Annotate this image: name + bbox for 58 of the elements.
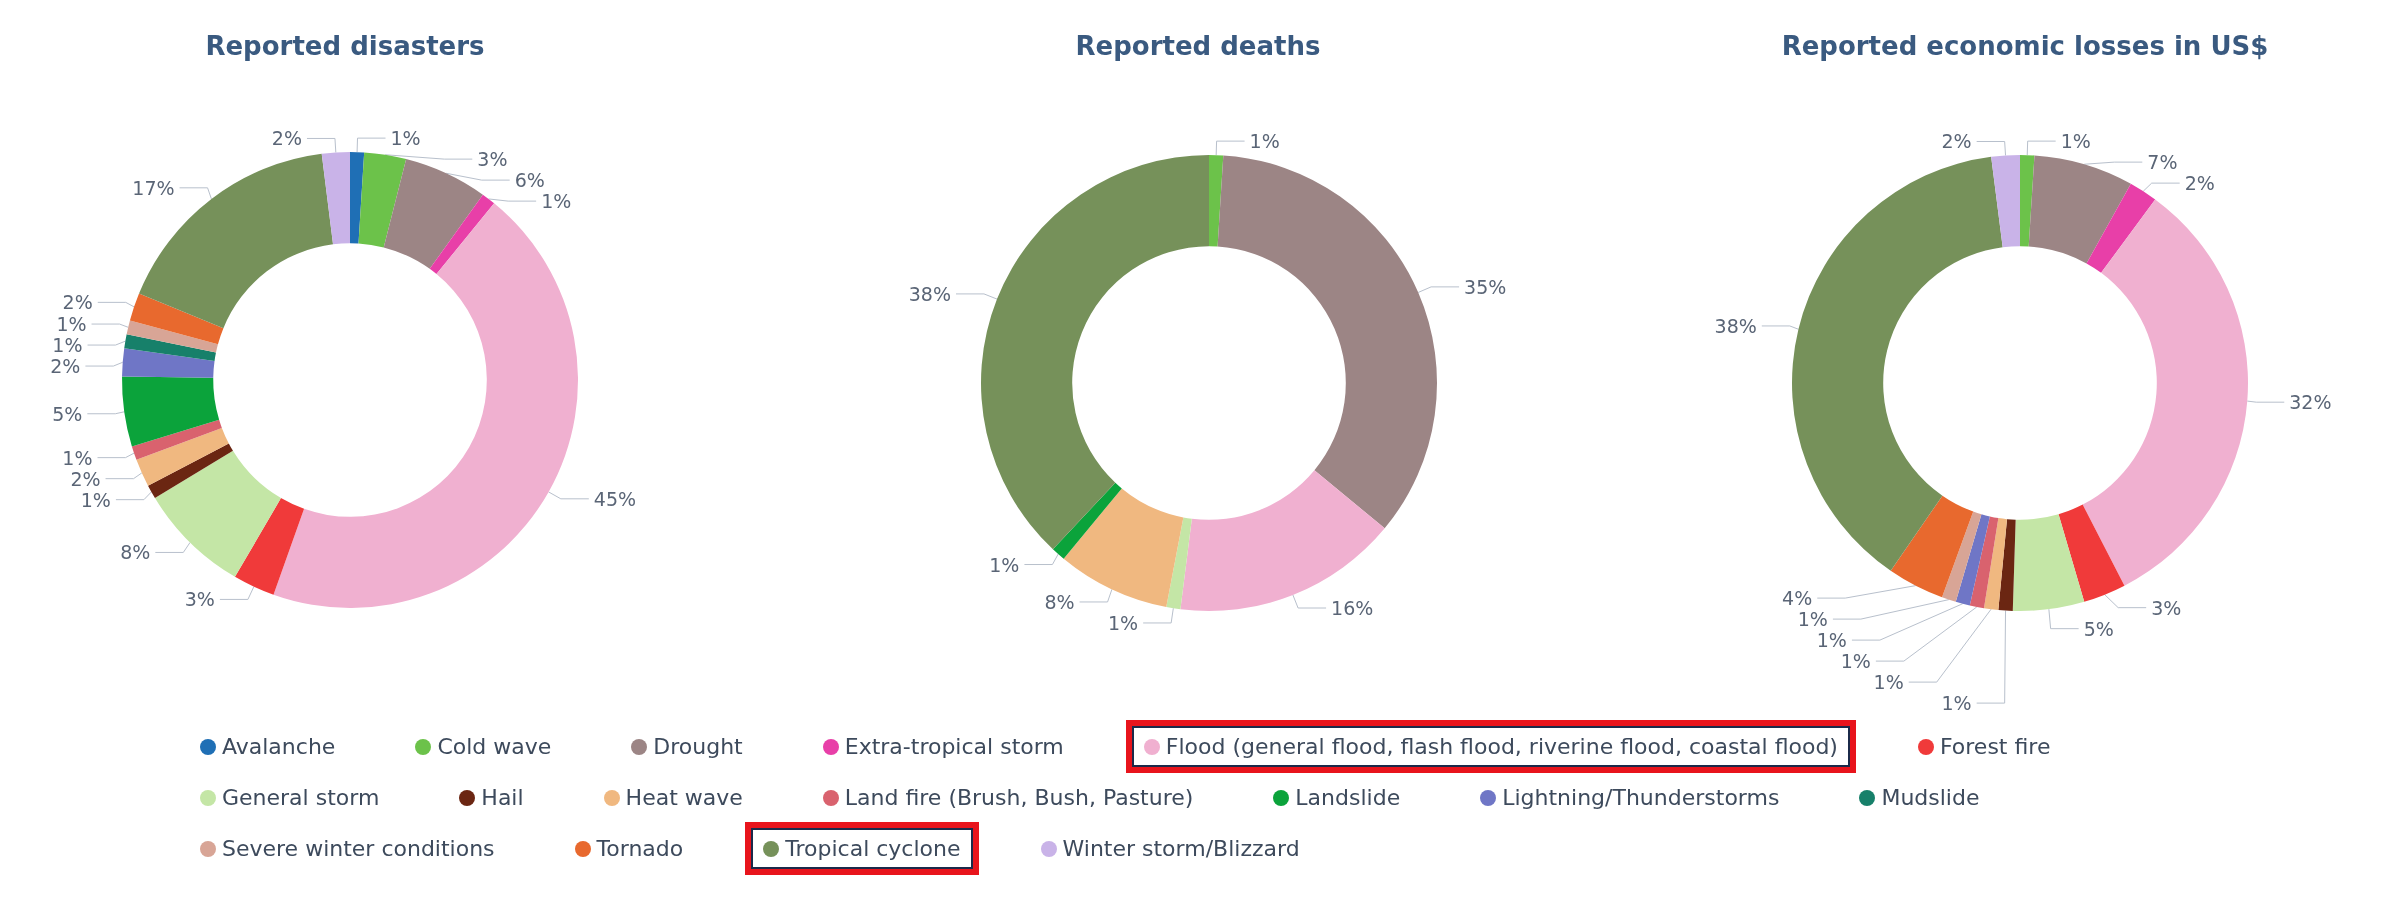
legend-label: Lightning/Thunderstorms (1502, 785, 1780, 810)
slice-label: Reported disasters (205, 31, 485, 61)
legend-label: Cold wave (437, 734, 552, 759)
legend-label: Drought (653, 734, 743, 759)
legend-label: Land fire (Brush, Bush, Pasture) (844, 785, 1194, 810)
legend-label: Mudslide (1881, 785, 1980, 810)
data-label: 3% (184, 588, 215, 611)
data-label: 5% (52, 402, 83, 425)
data-label: 2% (1941, 130, 1972, 153)
data-label: 1% (1107, 611, 1139, 634)
data-label: 16% (1331, 597, 1374, 620)
data-label: 6% (514, 169, 545, 192)
data-label: 7% (2147, 151, 2178, 174)
data-label: 1% (2060, 130, 2091, 153)
data-label: 1% (56, 313, 87, 336)
legend-label: Avalanche (222, 734, 336, 759)
data-label: 2% (70, 467, 101, 490)
data-label: 8% (1044, 590, 1075, 613)
data-label: 1% (989, 553, 1020, 576)
data-label: 1% (80, 488, 111, 511)
legend-label: Forest fire (1939, 734, 2051, 759)
data-label: 1% (1873, 671, 1904, 694)
data-label: 1% (1797, 608, 1828, 631)
data-label: 5% (2083, 617, 2114, 640)
legend-label: Severe winter conditions (222, 836, 495, 861)
legend-label: Tropical cyclone (785, 836, 961, 861)
legend-label: Tornado (596, 836, 684, 861)
data-label: 1% (1941, 692, 1972, 715)
slice-label: Reported economic losses in US$ (1781, 31, 2269, 61)
data-label: 2% (50, 355, 81, 378)
legend-label: Heat wave (625, 785, 743, 810)
slice-label: Reported deaths (1075, 31, 1321, 61)
data-label: 38% (908, 282, 951, 305)
data-label: 2% (2184, 172, 2215, 195)
data-label: 8% (120, 541, 151, 564)
data-label: 1% (52, 334, 83, 357)
data-label: 1% (390, 127, 421, 150)
legend-label: Landslide (1295, 785, 1401, 810)
data-label: 2% (271, 127, 302, 150)
data-label: 38% (1714, 314, 1757, 337)
data-label: 3% (2151, 596, 2182, 619)
legend-label: General storm (222, 785, 380, 810)
data-label: 32% (2289, 391, 2332, 414)
data-label: 2% (62, 291, 93, 314)
legend-label: Flood (general flood, flash flood, riverine flood, coastal flood) (1165, 734, 1838, 759)
data-label: 35% (1464, 275, 1507, 298)
data-label: 1% (1840, 650, 1871, 673)
data-label: 17% (132, 176, 175, 199)
legend-label: Winter storm/Blizzard (1062, 836, 1300, 861)
data-label: 1% (541, 190, 572, 213)
legend-label: Hail (481, 785, 524, 810)
data-label: 3% (477, 148, 508, 171)
legend-label: Extra-tropical storm (844, 734, 1064, 759)
data-label: 1% (62, 446, 93, 469)
data-label: 1% (1249, 130, 1280, 153)
data-label: 45% (593, 487, 637, 510)
data-label: 1% (1816, 629, 1847, 652)
data-label: 4% (1782, 587, 1813, 610)
